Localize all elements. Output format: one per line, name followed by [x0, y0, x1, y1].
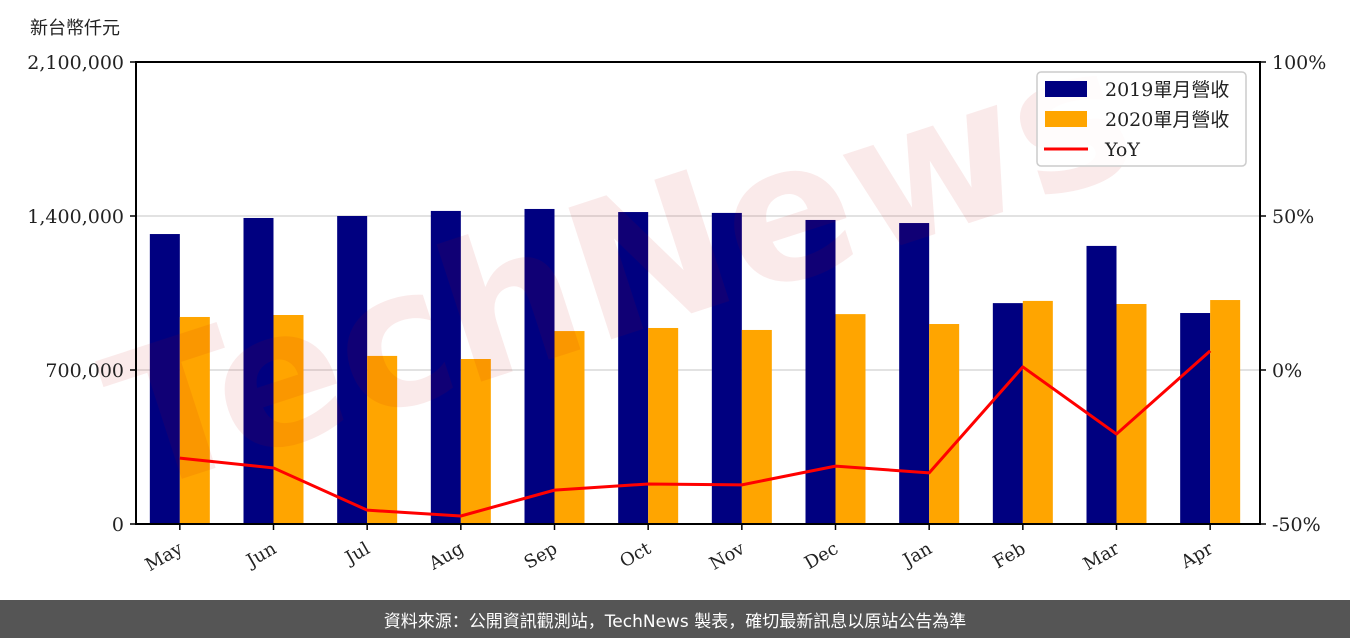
bar-2020-feb	[1022, 300, 1053, 524]
bar-2020-jul	[367, 355, 398, 524]
left-tick-label: 1,400,000	[27, 206, 124, 228]
x-tick-label-jan: Jan	[898, 538, 936, 572]
right-tick-label: -50%	[1272, 514, 1321, 536]
bar-2019-feb	[992, 303, 1023, 524]
x-tick-label-jul: Jul	[340, 538, 374, 570]
right-tick-label: 50%	[1272, 206, 1314, 228]
x-tick-label-mar: Mar	[1080, 538, 1124, 575]
x-tick-label-aug: Aug	[425, 538, 468, 575]
legend: 2019單月營收 2020單月營收 YoY	[1036, 71, 1247, 167]
x-tick-label-nov: Nov	[706, 538, 749, 575]
plot-frame	[135, 61, 1261, 525]
legend-box	[1036, 71, 1247, 167]
left-tick-label: 0	[112, 514, 124, 536]
bar-2020-apr	[1210, 300, 1241, 524]
legend-label-0: 2019單月營收	[1105, 79, 1229, 101]
right-tick-label: 100%	[1272, 52, 1326, 74]
x-tick-label-apr: Apr	[1177, 538, 1217, 573]
bar-2019-jun	[243, 217, 274, 525]
bar-2019-sep	[524, 208, 555, 524]
yoy-line	[179, 349, 1212, 518]
x-tick-label-dec: Dec	[801, 538, 842, 574]
legend-swatch-1	[1045, 111, 1087, 127]
x-tick-label-oct: Oct	[616, 538, 655, 573]
bar-2019-may	[149, 234, 180, 525]
x-tick-label-may: May	[142, 538, 187, 576]
bar-2019-mar	[1086, 245, 1117, 525]
source-footer: 資料來源：公開資訊觀測站，TechNews 製表，確切最新訊息以原站公告為準	[0, 600, 1350, 638]
legend-label-1: 2020單月營收	[1105, 109, 1229, 131]
right-tick-label: 0%	[1272, 360, 1302, 382]
legend-swatch-0	[1045, 81, 1087, 97]
x-tick-label-feb: Feb	[990, 538, 1030, 573]
bar-2019-oct	[618, 212, 649, 525]
bar-2020-aug	[460, 359, 491, 524]
bar-2019-aug	[430, 210, 461, 524]
bar-2019-apr	[1180, 313, 1211, 524]
left-tick-label: 2,100,000	[27, 52, 124, 74]
bar-2020-sep	[554, 331, 585, 524]
x-tick-label-sep: Sep	[521, 538, 561, 573]
bar-2019-nov	[711, 212, 742, 525]
bar-2020-may	[179, 316, 210, 524]
left-tick-label: 700,000	[45, 360, 124, 382]
bar-2020-jan	[929, 324, 960, 524]
bar-2020-dec	[835, 314, 866, 524]
bar-2019-dec	[805, 219, 836, 524]
y-axis-unit-label: 新台幣仟元	[30, 18, 120, 39]
gridlines	[136, 215, 1260, 371]
bar-2020-mar	[1116, 304, 1147, 524]
bar-2020-oct	[648, 327, 679, 524]
bars	[149, 208, 1241, 525]
revenue-chart: TechNews0700,0001,400,0002,100,000-50%0%…	[27, 0, 1326, 576]
bar-2020-nov	[741, 329, 772, 524]
bar-2020-jun	[273, 315, 304, 524]
bar-2019-jul	[337, 216, 368, 524]
legend-label-2: YoY	[1104, 139, 1140, 161]
x-tick-label-jun: Jun	[241, 538, 280, 573]
